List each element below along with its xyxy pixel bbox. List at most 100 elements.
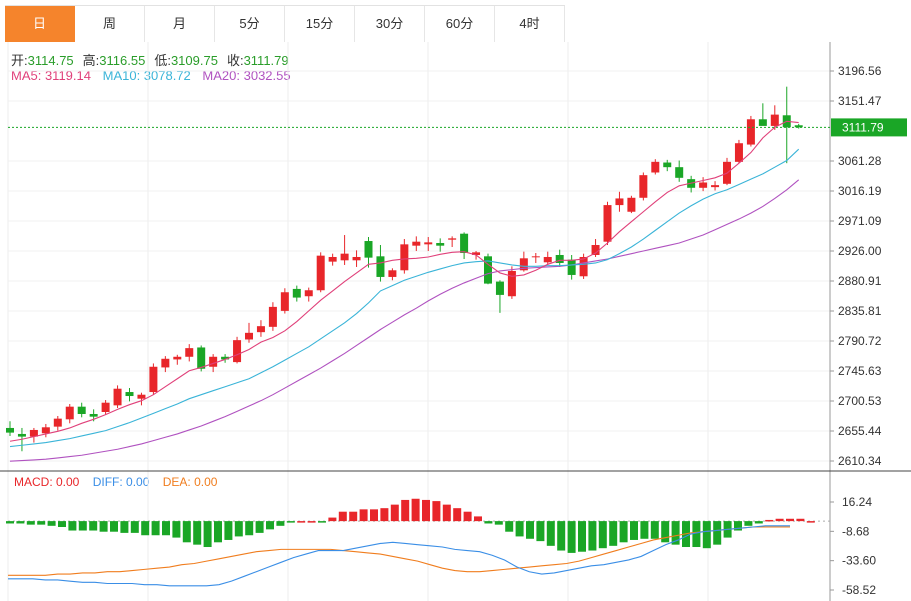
macd-y-tick-2: -33.60 — [842, 554, 876, 568]
period-tabs: 日周月 5分 15分 30分 60分 4时 — [5, 5, 565, 42]
ohlc-legend: 开:3114.75 高:3116.55 低:3109.75 收:3111.79 — [11, 50, 298, 69]
macd-bar-61 — [640, 521, 649, 539]
tab-0[interactable]: 日 — [5, 6, 75, 42]
candle-body-1 — [17, 433, 26, 437]
candle-body-16 — [197, 347, 206, 369]
candle-body-25 — [304, 290, 313, 297]
macd-bar-21 — [224, 521, 233, 540]
macd-value: MACD: 0.00 — [14, 475, 80, 489]
low-value: 3109.75 — [170, 53, 218, 68]
macd-bar-1 — [16, 521, 25, 524]
macd-bar-52 — [546, 521, 555, 546]
candle-body-7 — [89, 413, 98, 417]
candle-body-64 — [770, 114, 779, 126]
macd-bar-9 — [99, 521, 108, 532]
macd-bar-13 — [141, 521, 150, 536]
macd-bar-68 — [713, 521, 722, 545]
candle-body-14 — [173, 356, 182, 360]
macd-bar-70 — [734, 521, 742, 531]
candle-body-20 — [245, 332, 253, 340]
candle-body-41 — [495, 281, 504, 295]
macd-bar-77 — [806, 521, 815, 523]
y-tick-3: 3016.19 — [838, 184, 882, 198]
y-tick-10: 2700.53 — [838, 394, 882, 408]
candle-body-28 — [340, 253, 349, 261]
candle-body-59 — [711, 185, 720, 188]
macd-bar-30 — [318, 521, 326, 523]
candle-body-40 — [484, 256, 492, 284]
macd-bar-36 — [380, 508, 389, 522]
macd-y-tick-3: -58.52 — [842, 583, 876, 597]
y-tick-12: 2610.34 — [838, 454, 882, 468]
candle-body-24 — [292, 288, 301, 298]
macd-bar-35 — [370, 509, 378, 522]
candle-body-26 — [316, 255, 325, 291]
ma5-legend: MA5: 3119.14 — [11, 68, 91, 83]
macd-bar-26 — [276, 521, 285, 526]
tab-6[interactable]: 60分 — [425, 6, 495, 42]
y-tick-6: 2880.91 — [838, 274, 882, 288]
macd-bar-34 — [359, 509, 368, 522]
ma10-legend: MA10: 3078.72 — [102, 68, 191, 83]
macd-bar-56 — [588, 521, 597, 551]
candle-body-5 — [65, 406, 74, 420]
tab-2[interactable]: 月 — [145, 6, 215, 42]
y-tick-9: 2745.63 — [838, 364, 882, 378]
candle-body-32 — [388, 270, 397, 277]
tab-3[interactable]: 5分 — [215, 6, 285, 42]
candle-body-66 — [794, 125, 803, 128]
macd-bar-45 — [474, 516, 482, 522]
candle-body-17 — [209, 356, 218, 367]
candle-body-21 — [256, 326, 265, 333]
macd-bar-62 — [650, 521, 659, 539]
candle-body-38 — [460, 233, 469, 253]
macd-bar-49 — [515, 521, 524, 537]
ma10-line — [9, 148, 800, 448]
candle-body-9 — [113, 388, 122, 406]
macd-bar-20 — [214, 521, 222, 543]
tab-5[interactable]: 30分 — [355, 6, 425, 42]
ma20-line — [9, 179, 800, 462]
candle-body-33 — [400, 244, 409, 271]
macd-bar-60 — [630, 521, 638, 540]
macd-bar-51 — [536, 521, 545, 542]
y-tick-1: 3151.47 — [838, 94, 882, 108]
candle-body-18 — [221, 356, 230, 360]
macd-bar-71 — [744, 521, 753, 526]
open-value: 3114.75 — [27, 53, 74, 68]
diff-line — [8, 525, 790, 587]
candle-body-42 — [507, 270, 516, 297]
macd-bar-7 — [78, 521, 87, 531]
tab-4[interactable]: 15分 — [285, 6, 355, 42]
macd-bar-74 — [775, 518, 784, 522]
candle-body-36 — [436, 243, 445, 246]
y-tick-7: 2835.81 — [838, 304, 882, 318]
candle-body-63 — [758, 119, 767, 126]
candle-body-56 — [675, 167, 684, 178]
macd-bar-63 — [661, 521, 670, 543]
candle-body-27 — [328, 256, 337, 262]
macd-y-tick-1: -8.68 — [842, 524, 870, 538]
open-label: 开: — [11, 53, 28, 68]
candle-body-10 — [125, 392, 134, 397]
macd-bar-0 — [6, 521, 14, 524]
candle-body-62 — [746, 119, 755, 145]
candle-body-12 — [149, 366, 158, 393]
macd-bar-6 — [68, 521, 77, 531]
candle-body-4 — [53, 418, 62, 427]
macd-bar-25 — [266, 521, 274, 530]
dea-value: DEA: 0.00 — [162, 475, 218, 489]
tab-1[interactable]: 周 — [75, 6, 145, 42]
macd-bar-16 — [172, 521, 181, 538]
ma-legend: MA5: 3119.14 MA10: 3078.72 MA20: 3032.55 — [11, 68, 299, 83]
macd-bar-76 — [796, 518, 805, 522]
tab-7[interactable]: 4时 — [495, 6, 565, 42]
macd-bar-72 — [754, 521, 763, 524]
candle-body-0 — [6, 427, 14, 433]
macd-bar-64 — [671, 521, 680, 545]
macd-bar-23 — [245, 521, 254, 536]
macd-bar-27 — [286, 521, 295, 523]
macd-bar-12 — [130, 521, 139, 533]
candle-body-34 — [412, 241, 421, 246]
